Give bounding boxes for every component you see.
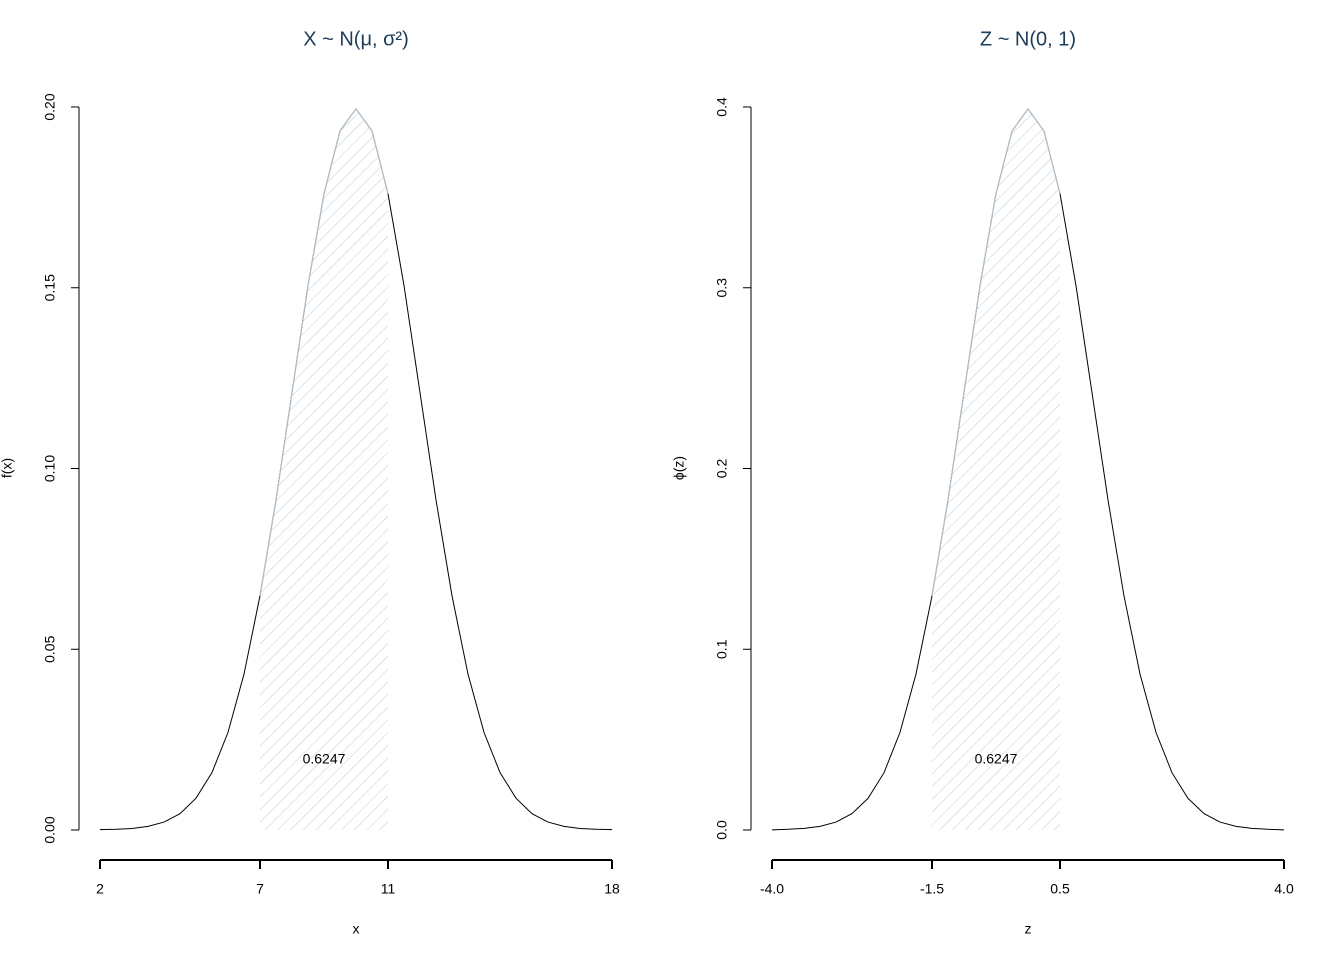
shaded-area: [932, 108, 1060, 830]
y-tick-label: 0.2: [714, 459, 730, 479]
y-tick-label: 0.1: [714, 639, 730, 659]
x-tick-label: -1.5: [920, 881, 944, 897]
y-axis-label: f(x): [0, 458, 15, 478]
y-tick-label: 0.4: [714, 97, 730, 117]
y-tick-label: 0.3: [714, 278, 730, 298]
area-label: 0.6247: [303, 751, 346, 767]
shaded-edge: [931, 107, 1061, 597]
y-axis-label: ϕ(z): [671, 456, 687, 480]
x-axis-label: z: [1025, 921, 1032, 937]
x-tick-label: 2: [96, 881, 104, 897]
y-tick-label: 0.05: [42, 635, 58, 662]
y-tick-label: 0.10: [42, 455, 58, 482]
x-tick-label: 4.0: [1274, 881, 1294, 897]
y-tick-label: 0.0: [714, 820, 730, 840]
y-tick-label: 0.20: [42, 93, 58, 120]
y-tick-label: 0.15: [42, 274, 58, 301]
x-tick-label: -4.0: [760, 881, 784, 897]
y-tick-label: 0.00: [42, 816, 58, 843]
area-label: 0.6247: [975, 751, 1018, 767]
chart-title: Z ~ N(0, 1): [980, 28, 1076, 50]
x-tick-label: 0.5: [1050, 881, 1070, 897]
chart-title: X ~ N(μ, σ²): [303, 28, 409, 50]
x-tick-label: 11: [381, 881, 396, 897]
shaded-area: [260, 108, 388, 831]
x-axis-label: x: [353, 921, 360, 937]
shaded-edge: [259, 107, 389, 596]
x-tick-label: 18: [604, 881, 620, 897]
x-tick-label: 7: [256, 881, 264, 897]
